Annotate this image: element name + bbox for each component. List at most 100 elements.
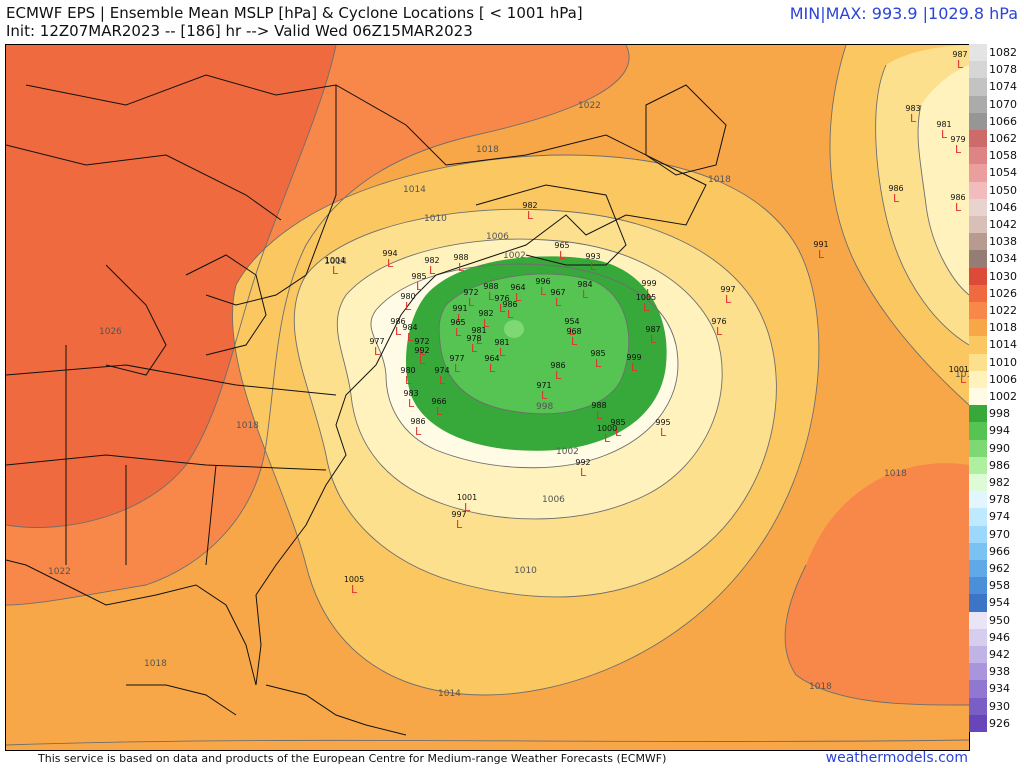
cyclone-marker: L <box>464 501 471 514</box>
cyclone-marker: L <box>571 335 578 348</box>
cyclone-value: 986 <box>550 361 565 370</box>
cyclone-marker: L <box>483 317 490 330</box>
cyclone-marker: L <box>955 143 962 156</box>
colorbar-swatch <box>969 405 987 423</box>
cyclone-marker: L <box>407 331 414 344</box>
contour-label: 1002 <box>503 251 526 261</box>
cyclone-value: 977 <box>449 354 464 363</box>
cyclone-value: 984 <box>402 323 417 332</box>
cyclone-value: 983 <box>905 104 920 113</box>
cyclone-value: 967 <box>550 288 565 297</box>
cyclone-value: 997 <box>720 285 735 294</box>
colorbar-row: 1038 <box>969 233 1024 251</box>
colorbar-swatch <box>969 525 987 543</box>
band-1006-east <box>918 65 969 295</box>
cyclone-marker: L <box>515 291 522 304</box>
colorbar-swatch <box>969 267 987 285</box>
site-link[interactable]: weathermodels.com <box>825 750 968 766</box>
colorbar-label: 1034 <box>989 252 1017 266</box>
colorbar-label: 986 <box>989 458 1010 472</box>
cyclone-marker: L <box>408 397 415 410</box>
cyclone-value: 980 <box>400 292 415 301</box>
cyclone-value: 1005 <box>344 575 364 584</box>
cyclone-marker: L <box>332 264 339 277</box>
cyclone-value: 1001 <box>949 365 969 374</box>
colorbar-label: 1066 <box>989 114 1017 128</box>
colorbar-row: 1026 <box>969 284 1024 302</box>
cyclone-marker: L <box>941 128 948 141</box>
colorbar-label: 1074 <box>989 80 1017 94</box>
cyclone-value: 987 <box>645 325 660 334</box>
colorbar-label: 1070 <box>989 97 1017 111</box>
attribution-text: This service is based on data and produc… <box>38 752 667 765</box>
cyclone-marker: L <box>643 301 650 314</box>
colorbar-label: 1038 <box>989 235 1017 249</box>
colorbar-label: 934 <box>989 682 1010 696</box>
colorbar-row: 950 <box>969 611 1024 629</box>
cyclone-value: 993 <box>585 252 600 261</box>
cyclone-marker: L <box>590 260 597 273</box>
contour-label-group: 1022 1018 1014 1010 1006 1002 998 1002 1… <box>48 101 969 699</box>
colorbar-swatch <box>969 233 987 251</box>
cyclone-value: 997 <box>451 510 466 519</box>
colorbar-swatch <box>969 422 987 440</box>
colorbar-label: 938 <box>989 665 1010 679</box>
colorbar-swatch <box>969 663 987 681</box>
cyclone-marker: L <box>419 345 426 358</box>
cyclone-value: 978 <box>466 334 481 343</box>
coastlines <box>6 74 727 736</box>
contour-label: 1014 <box>438 689 461 699</box>
cyclone-value: 985 <box>610 418 625 427</box>
cyclone-value: 986 <box>950 193 965 202</box>
colorbar-label: 998 <box>989 407 1010 421</box>
cyclone-value: 981 <box>936 120 951 129</box>
cyclone-value: 996 <box>535 277 550 286</box>
colorbar-row: 974 <box>969 508 1024 526</box>
cyclone-value: 992 <box>414 346 429 355</box>
cyclone-marker: L <box>646 287 653 300</box>
colorbar-row: 990 <box>969 439 1024 457</box>
colorbar-swatch <box>969 78 987 96</box>
map-canvas: 1022 1018 1014 1010 1006 1002 998 1002 1… <box>6 45 969 750</box>
colorbar-row: 978 <box>969 491 1024 509</box>
contour-label: 1026 <box>99 327 122 337</box>
colorbar-swatch <box>969 44 987 62</box>
colorbar-label: 966 <box>989 544 1010 558</box>
colorbar-row: 1010 <box>969 353 1024 371</box>
contour-label: 1018 <box>708 175 731 185</box>
contour-label: 1018 <box>144 659 167 669</box>
cyclone-marker: L <box>960 373 967 386</box>
cyclone-value: 982 <box>478 309 493 318</box>
colorbar-row: 946 <box>969 628 1024 646</box>
contour-label: 1018 <box>236 421 259 431</box>
cyclone-marker: L <box>555 369 562 382</box>
colorbar-row: 1030 <box>969 267 1024 285</box>
colorbar-label: 1050 <box>989 183 1017 197</box>
cyclone-marker: L <box>455 326 462 339</box>
contour-label: 1006 <box>542 495 565 505</box>
cyclone-marker: L <box>499 302 506 315</box>
cyclone-value: 992 <box>575 458 590 467</box>
colorbar-swatch <box>969 611 987 629</box>
colorbar-swatch <box>969 130 987 148</box>
colorbar-label: 1058 <box>989 149 1017 163</box>
cyclone-marker: L <box>439 374 446 387</box>
colorbar-label: 1042 <box>989 218 1017 231</box>
colorbar-swatch <box>969 628 987 646</box>
colorbar-row: 1054 <box>969 164 1024 182</box>
cyclone-value: 976 <box>711 317 726 326</box>
cyclone-marker: L <box>488 290 495 303</box>
colorbar-swatch <box>969 714 987 732</box>
cyclone-marker: L <box>559 249 566 262</box>
colorbar-swatch <box>969 164 987 182</box>
pressure-colorbar: 1082 1078 1074 1070 1066 1062 1058 1054 1050 1046… <box>969 44 1024 749</box>
contour-label: 1014 <box>324 257 347 267</box>
cyclone-marker: L <box>429 264 436 277</box>
colorbar-label: 1002 <box>989 390 1017 403</box>
colorbar-label: 942 <box>989 648 1010 661</box>
map-subtitle: Init: 12Z07MAR2023 -- [186] hr --> Valid… <box>6 22 473 40</box>
colorbar-row: 1042 <box>969 216 1024 234</box>
colorbar-swatch <box>969 594 987 612</box>
cyclone-value: 991 <box>813 240 828 249</box>
